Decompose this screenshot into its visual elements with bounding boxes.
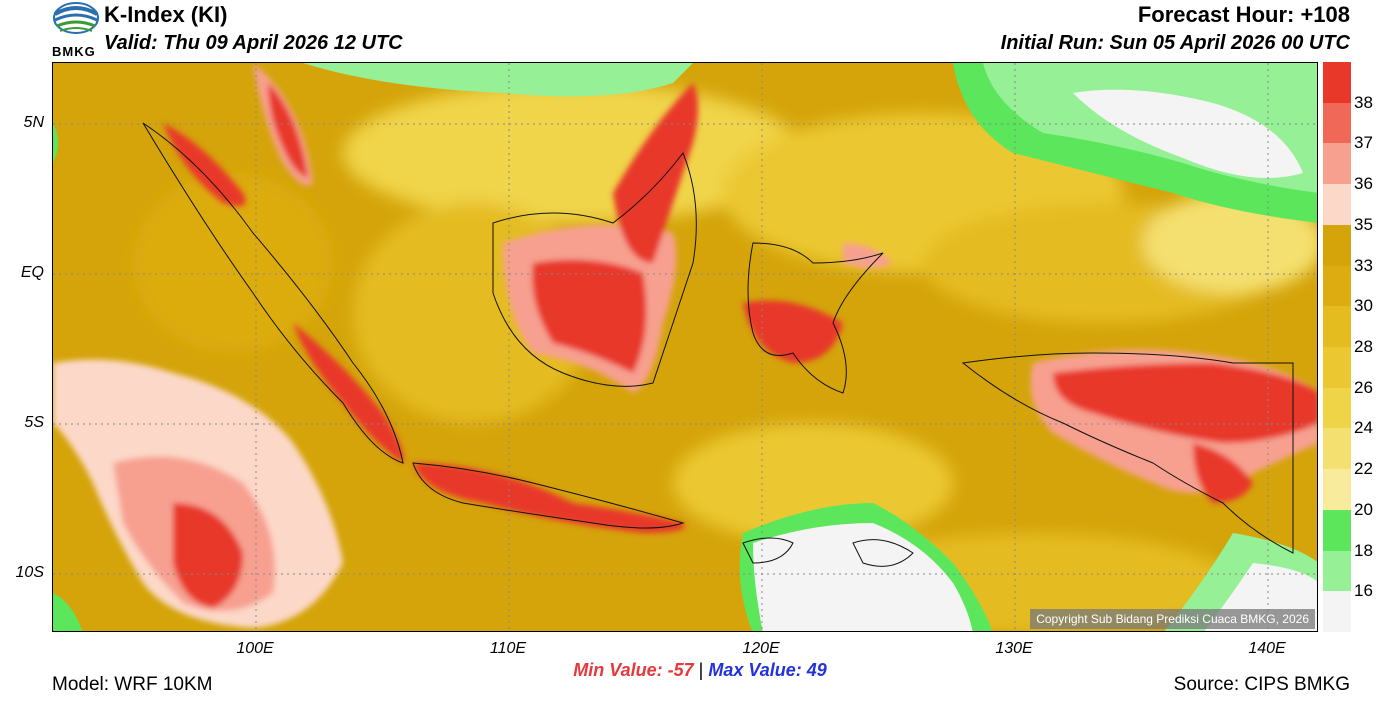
color-scale-label: 33 — [1354, 255, 1373, 275]
valid-time: Valid: Thu 09 April 2026 12 UTC — [104, 32, 403, 54]
min-value: Min Value: -57 — [573, 660, 694, 680]
chart-title: K-Index (KI) — [104, 2, 228, 27]
lat-label-eq: EQ — [20, 264, 44, 281]
color-scale-segment — [1323, 428, 1351, 470]
graticule — [53, 63, 1317, 631]
lat-label-10s: 10S — [15, 564, 44, 581]
color-scale-label: 24 — [1354, 418, 1373, 438]
color-scale-segment — [1323, 62, 1351, 104]
color-scale-label: 16 — [1354, 581, 1373, 601]
color-scale-segment — [1323, 184, 1351, 226]
color-scale-label: 22 — [1354, 459, 1373, 479]
color-scale-label: 18 — [1354, 540, 1373, 560]
color-scale-segment — [1323, 387, 1351, 429]
color-scale-segment — [1323, 224, 1351, 267]
color-scale-segment — [1323, 347, 1351, 389]
color-scale-label: 20 — [1354, 499, 1373, 519]
lon-label-130e: 130E — [995, 640, 1033, 657]
color-scale-label: 36 — [1354, 174, 1373, 194]
initial-run: Initial Run: Sun 05 April 2026 00 UTC — [1000, 32, 1350, 54]
color-scale-label: 35 — [1354, 214, 1373, 234]
color-scale-segment — [1323, 550, 1351, 592]
model-label: Model: WRF 10KM — [52, 674, 213, 695]
bmkg-logo: BMKG — [52, 2, 100, 60]
color-scale-segment — [1323, 306, 1351, 348]
min-max-separator: | — [698, 660, 704, 680]
color-scale-segment — [1323, 265, 1351, 307]
lon-label-110e: 110E — [489, 640, 527, 657]
color-scale — [1323, 62, 1351, 633]
color-scale-segment — [1323, 102, 1351, 144]
color-scale-segment — [1323, 143, 1351, 185]
forecast-hour: Forecast Hour: +108 — [1137, 2, 1350, 27]
lon-label-140e: 140E — [1248, 640, 1286, 657]
lat-label-5n: 5N — [23, 114, 44, 131]
source-label: Source: CIPS BMKG — [1173, 674, 1350, 695]
color-scale-label: 38 — [1354, 92, 1373, 112]
color-scale-segment — [1323, 591, 1351, 633]
min-max-summary: Min Value: -57 | Max Value: 49 — [0, 660, 1400, 681]
coastlines — [142, 122, 1294, 567]
color-scale-segment — [1323, 469, 1351, 511]
lat-label-5s: 5S — [24, 414, 44, 431]
color-scale-label: 37 — [1354, 133, 1373, 153]
color-scale-segment — [1323, 509, 1351, 552]
copyright-notice: Copyright Sub Bidang Prediksi Cuaca BMKG… — [1030, 609, 1315, 629]
lon-label-100e: 100E — [236, 640, 274, 657]
k-index-map: Copyright Sub Bidang Prediksi Cuaca BMKG… — [52, 62, 1318, 632]
color-scale-label: 28 — [1354, 337, 1373, 356]
max-value: Max Value: 49 — [708, 660, 827, 680]
logo-text: BMKG — [52, 44, 96, 59]
lon-label-120e: 120E — [742, 640, 780, 657]
low-values-zone — [53, 63, 1317, 631]
color-scale-label: 26 — [1354, 377, 1373, 397]
high-values-zone — [53, 63, 1317, 628]
color-scale-label: 30 — [1354, 296, 1373, 316]
